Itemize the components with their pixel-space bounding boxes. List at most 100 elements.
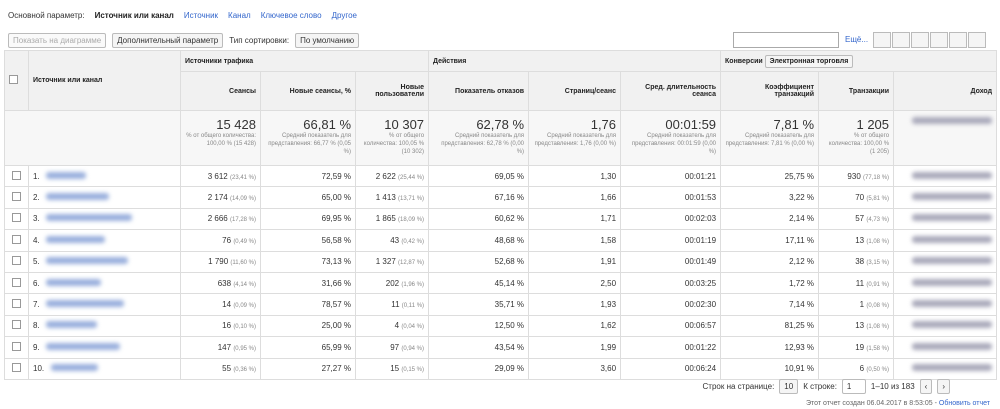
metric-value: 1: [859, 300, 865, 310]
rows-select[interactable]: 10: [779, 379, 799, 394]
revenue-cell: [893, 314, 998, 338]
row-select[interactable]: [4, 250, 29, 273]
dimension-option[interactable]: Другое: [331, 10, 357, 20]
revenue-cell: [893, 336, 998, 359]
row-select[interactable]: [4, 314, 29, 338]
checkbox: [12, 277, 21, 287]
refresh-link[interactable]: Обновить отчет: [938, 400, 990, 407]
footer: Строк на странице: 10 К строке: 1 1–10 и…: [0, 376, 1000, 409]
source-cell: 4.: [28, 229, 181, 252]
data-row: 8. 16 (0,10 %) 25,00 % 4 (0,04 %) 12,50 % 1,…: [4, 314, 998, 338]
more-link[interactable]: Ещё...: [845, 35, 869, 44]
metric-cell: 78,57 %: [260, 293, 356, 316]
row-select[interactable]: [4, 293, 29, 316]
metric-value: 2 666: [207, 214, 228, 224]
metric-cell: 00:06:57: [620, 314, 722, 338]
view-icon[interactable]: [892, 32, 910, 48]
checkbox: [12, 341, 21, 351]
metric-cell: 13 (1,08 %): [818, 314, 895, 338]
metric-cell: 55 (0,36 %): [180, 357, 261, 380]
col-header[interactable]: Доход: [893, 71, 998, 111]
total-cell: 1 205% от общего количества: 100,00 % (1…: [818, 110, 895, 166]
chart-button[interactable]: Показать на диаграмме: [8, 32, 107, 48]
metric-percent: (0,11 %): [401, 303, 425, 310]
dimension-option[interactable]: Источник: [183, 10, 219, 20]
col-header[interactable]: Сеансы: [180, 71, 261, 111]
col-header[interactable]: Коэффициент транзакций: [720, 71, 820, 111]
blurred-revenue: [912, 193, 993, 201]
col-header[interactable]: Источник или канал: [28, 50, 181, 111]
row-select[interactable]: [4, 164, 29, 188]
total-value: 10 307: [384, 117, 425, 132]
row-index: 7.: [33, 300, 40, 310]
metric-cell: 43,54 %: [428, 336, 530, 359]
sort-select[interactable]: По умолчанию: [295, 32, 360, 48]
next-button[interactable]: ›: [937, 379, 950, 394]
col-header[interactable]: Новые сеансы, %: [260, 71, 356, 111]
metric-cell: 00:01:53: [620, 186, 722, 209]
source-cell: 2.: [28, 186, 181, 209]
row-select[interactable]: [4, 336, 29, 359]
blurred-source: [46, 214, 133, 222]
metric-cell: 45,14 %: [428, 271, 530, 295]
revenue-cell: [893, 229, 998, 252]
secondary-dimension[interactable]: Дополнительный параметр: [112, 32, 224, 48]
total-value: 66,81 %: [303, 117, 351, 132]
col-header[interactable]: Показатель отказов: [428, 71, 530, 111]
view-icon[interactable]: [930, 32, 948, 48]
view-icon[interactable]: [873, 32, 891, 48]
metric-value: 4: [394, 321, 400, 331]
toolbar: Показать на диаграмме Дополнительный пар…: [0, 30, 1000, 50]
metric-percent: (1,58 %): [866, 345, 890, 352]
view-icon[interactable]: [968, 32, 986, 48]
metric-value: 19: [855, 342, 865, 352]
metric-cell: 1,71: [528, 207, 622, 231]
goto-input[interactable]: 1: [841, 379, 866, 394]
revenue-cell: [893, 207, 998, 231]
totals-row: 15 428% от общего количества: 100,00 % (…: [4, 110, 998, 166]
row-select[interactable]: [4, 357, 29, 380]
col-header[interactable]: Страниц/сеанс: [528, 71, 622, 111]
metric-cell: 12,93 %: [720, 336, 820, 359]
metric-cell: 00:01:49: [620, 250, 722, 273]
metric-cell: 1,91: [528, 250, 622, 273]
metric-cell: 930 (77,18 %): [818, 164, 895, 188]
metric-percent: (5,81 %): [866, 196, 890, 203]
total-value: 1,76: [590, 117, 617, 132]
metric-cell: 97 (0,94 %): [354, 336, 430, 359]
conversion-select[interactable]: Электронная торговля: [764, 54, 854, 68]
checkbox: [12, 192, 21, 202]
dimension-option[interactable]: Канал: [228, 10, 251, 20]
row-select[interactable]: [4, 271, 29, 295]
blurred-source: [46, 257, 129, 265]
metric-cell: 1 (0,08 %): [818, 293, 895, 316]
prev-button[interactable]: ‹: [919, 379, 933, 394]
col-header[interactable]: Транзакции: [818, 71, 895, 111]
dimension-option[interactable]: Ключевое слово: [260, 10, 322, 20]
col-header[interactable]: Новые пользователи: [354, 71, 430, 111]
total-cell: 10 307% от общего количества: 100,05 % (…: [354, 110, 430, 166]
metric-percent: (0,10 %): [233, 324, 256, 331]
metric-cell: 638 (4,14 %): [180, 271, 261, 295]
dimension-active[interactable]: Источник или канал: [94, 10, 174, 20]
total-cell: 1,76 Средний показатель для представления…: [528, 110, 622, 166]
data-row: 2. 2 174 (14,09 %) 65,00 % 1 413 (13,71 %)…: [4, 186, 998, 209]
metric-cell: 65,00 %: [260, 186, 356, 209]
view-icon[interactable]: [911, 32, 929, 48]
row-select[interactable]: [4, 207, 29, 231]
col-header[interactable]: Сред. длительность сеанса: [620, 71, 722, 111]
metric-cell: 11 (0,91 %): [818, 271, 895, 295]
metric-cell: 3 612 (23,41 %): [180, 164, 261, 188]
data-row: 7. 14 (0,09 %) 78,57 % 11 (0,11 %) 35,71 % 1…: [4, 293, 998, 316]
metric-cell: 31,66 %: [260, 271, 356, 295]
metric-cell: 72,59 %: [260, 164, 356, 188]
source-cell: 3.: [28, 207, 181, 231]
view-icon[interactable]: [949, 32, 967, 48]
metric-percent: (11,60 %): [230, 260, 256, 267]
metric-percent: (1,96 %): [401, 281, 425, 288]
select-all[interactable]: [4, 50, 29, 111]
search-box[interactable]: [733, 32, 839, 48]
row-select[interactable]: [4, 186, 29, 209]
row-select[interactable]: [4, 229, 29, 252]
metric-cell: 14 (0,09 %): [180, 293, 261, 316]
